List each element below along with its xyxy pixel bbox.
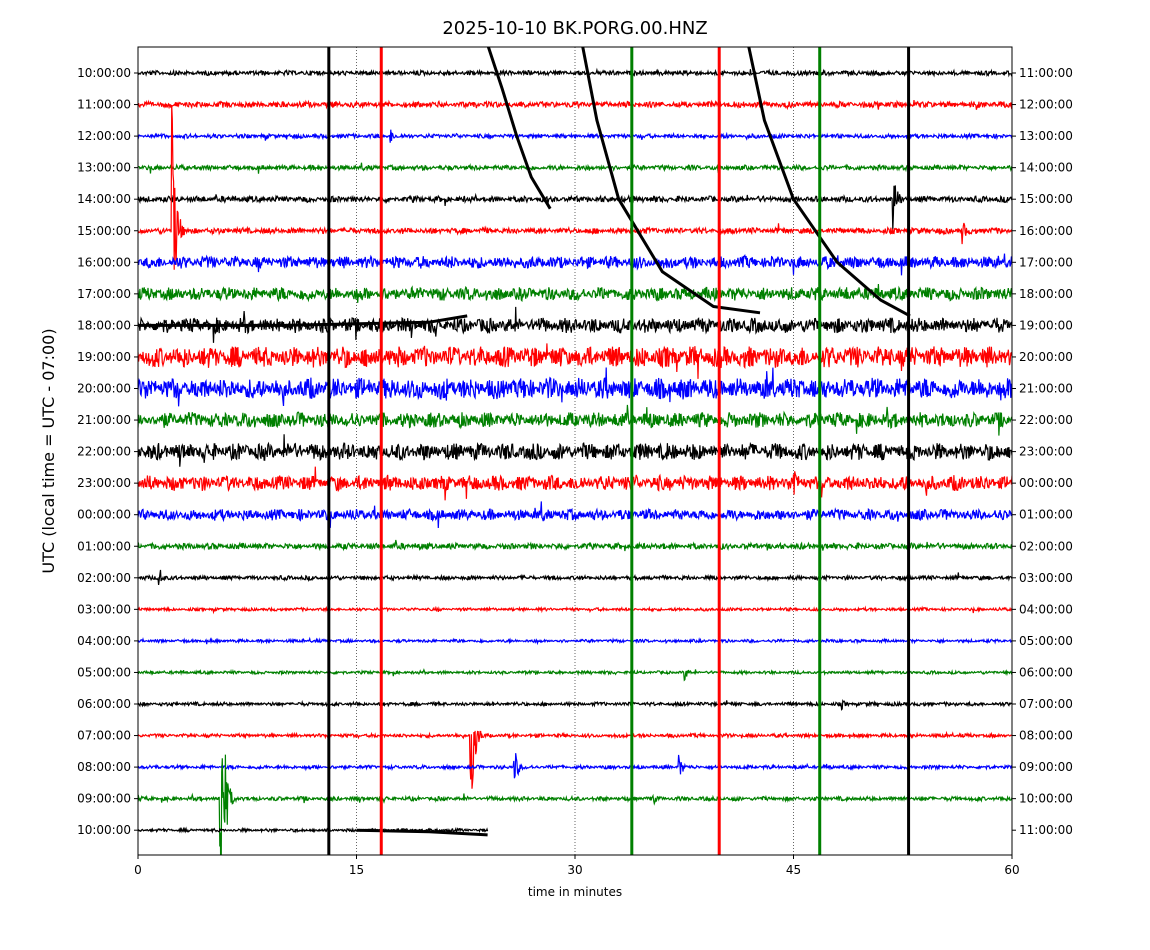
y-tick-label-left: 02:00:00	[77, 571, 131, 585]
x-tick-label: 60	[1004, 863, 1019, 877]
trace-row-3	[138, 162, 1012, 174]
y-tick-label-right: 12:00:00	[1019, 98, 1073, 112]
trace-row-23	[138, 754, 1012, 855]
right-axis-labels: 11:00:00 12:00:00 13:00:00 14:00:00 15:00:00…	[1012, 66, 1073, 837]
y-tick-label-right: 16:00:00	[1019, 224, 1073, 238]
y-tick-label-right: 01:00:00	[1019, 508, 1073, 522]
y-tick-label-right: 20:00:00	[1019, 350, 1073, 364]
trace-row-21	[138, 730, 1012, 789]
trace-row-20	[138, 698, 1012, 711]
trace-row-0	[138, 67, 1012, 78]
y-tick-label-right: 11:00:00	[1019, 66, 1073, 80]
y-tick-label-right: 04:00:00	[1019, 602, 1073, 616]
x-axis-label: time in minutes	[528, 885, 622, 899]
y-axis-label: UTC (local time = UTC - 07:00)	[39, 328, 58, 573]
drift-curve	[486, 47, 552, 210]
y-tick-label-right: 22:00:00	[1019, 413, 1073, 427]
y-tick-label-left: 21:00:00	[77, 413, 131, 427]
y-tick-label-right: 15:00:00	[1019, 192, 1073, 206]
y-tick-label-right: 03:00:00	[1019, 571, 1073, 585]
y-tick-label-left: 10:00:00	[77, 66, 131, 80]
y-tick-label-left: 18:00:00	[77, 318, 131, 332]
trace-row-19	[138, 668, 1012, 682]
y-tick-label-left: 23:00:00	[77, 476, 131, 490]
x-tick-label: 15	[349, 863, 364, 877]
y-tick-label-left: 07:00:00	[77, 729, 131, 743]
y-tick-label-left: 05:00:00	[77, 665, 131, 679]
y-tick-label-left: 14:00:00	[77, 192, 131, 206]
trace-row-1	[138, 99, 1012, 111]
y-tick-label-right: 23:00:00	[1019, 445, 1073, 459]
y-tick-label-right: 08:00:00	[1019, 729, 1073, 743]
x-tick-label: 0	[134, 863, 142, 877]
trace-row-24	[138, 826, 489, 834]
trace-row-6	[138, 253, 1012, 276]
x-tick-label: 30	[567, 863, 582, 877]
y-tick-label-right: 07:00:00	[1019, 697, 1073, 711]
drift-curve	[747, 47, 911, 318]
y-tick-label-left: 00:00:00	[77, 508, 131, 522]
trace-row-5	[138, 105, 1012, 270]
seismic-traces	[138, 47, 1012, 855]
y-tick-label-left: 12:00:00	[77, 129, 131, 143]
y-tick-label-right: 14:00:00	[1019, 161, 1073, 175]
y-tick-label-left: 04:00:00	[77, 634, 131, 648]
trace-row-12	[138, 434, 1012, 467]
x-tick-label: 45	[786, 863, 801, 877]
y-tick-label-right: 19:00:00	[1019, 318, 1073, 332]
y-tick-label-right: 06:00:00	[1019, 665, 1073, 679]
trace-row-7	[138, 283, 1012, 303]
y-tick-label-left: 17:00:00	[77, 287, 131, 301]
y-tick-label-left: 16:00:00	[77, 255, 131, 269]
trace-row-17	[138, 605, 1012, 615]
trace-row-15	[138, 539, 1012, 552]
y-tick-label-left: 09:00:00	[77, 792, 131, 806]
trace-row-13	[138, 466, 1012, 501]
y-tick-label-left: 08:00:00	[77, 760, 131, 774]
trace-row-14	[138, 501, 1012, 529]
y-tick-label-left: 01:00:00	[77, 539, 131, 553]
y-tick-label-left: 10:00:00	[77, 823, 131, 837]
y-tick-label-left: 22:00:00	[77, 445, 131, 459]
y-tick-label-left: 11:00:00	[77, 98, 131, 112]
y-tick-label-left: 15:00:00	[77, 224, 131, 238]
y-tick-label-left: 20:00:00	[77, 382, 131, 396]
y-tick-label-right: 18:00:00	[1019, 287, 1073, 301]
y-tick-label-right: 02:00:00	[1019, 539, 1073, 553]
drift-curve	[138, 314, 468, 327]
y-tick-label-right: 05:00:00	[1019, 634, 1073, 648]
trace-row-4	[138, 185, 1012, 231]
y-tick-label-right: 10:00:00	[1019, 792, 1073, 806]
y-tick-label-right: 13:00:00	[1019, 129, 1073, 143]
y-tick-label-left: 19:00:00	[77, 350, 131, 364]
y-tick-label-left: 13:00:00	[77, 161, 131, 175]
trace-row-9	[138, 343, 1012, 379]
left-axis-labels: 10:00:00 11:00:00 12:00:00 13:00:00 14:00:00…	[77, 66, 138, 837]
x-axis: 0 15 30 45 60	[134, 855, 1020, 877]
y-tick-label-right: 00:00:00	[1019, 476, 1073, 490]
trace-row-16	[138, 569, 1012, 585]
chart-title: 2025-10-10 BK.PORG.00.HNZ	[442, 18, 707, 39]
y-tick-label-right: 11:00:00	[1019, 823, 1073, 837]
trace-row-22	[138, 753, 1012, 779]
y-tick-label-right: 09:00:00	[1019, 760, 1073, 774]
y-tick-label-left: 06:00:00	[77, 697, 131, 711]
drift-curve	[581, 47, 761, 315]
trace-row-18	[138, 636, 1012, 646]
y-tick-label-left: 03:00:00	[77, 602, 131, 616]
y-tick-label-right: 21:00:00	[1019, 382, 1073, 396]
trace-row-10	[138, 367, 1012, 407]
trace-row-2	[138, 129, 1012, 143]
trace-row-11	[138, 404, 1012, 436]
y-tick-label-right: 17:00:00	[1019, 255, 1073, 269]
